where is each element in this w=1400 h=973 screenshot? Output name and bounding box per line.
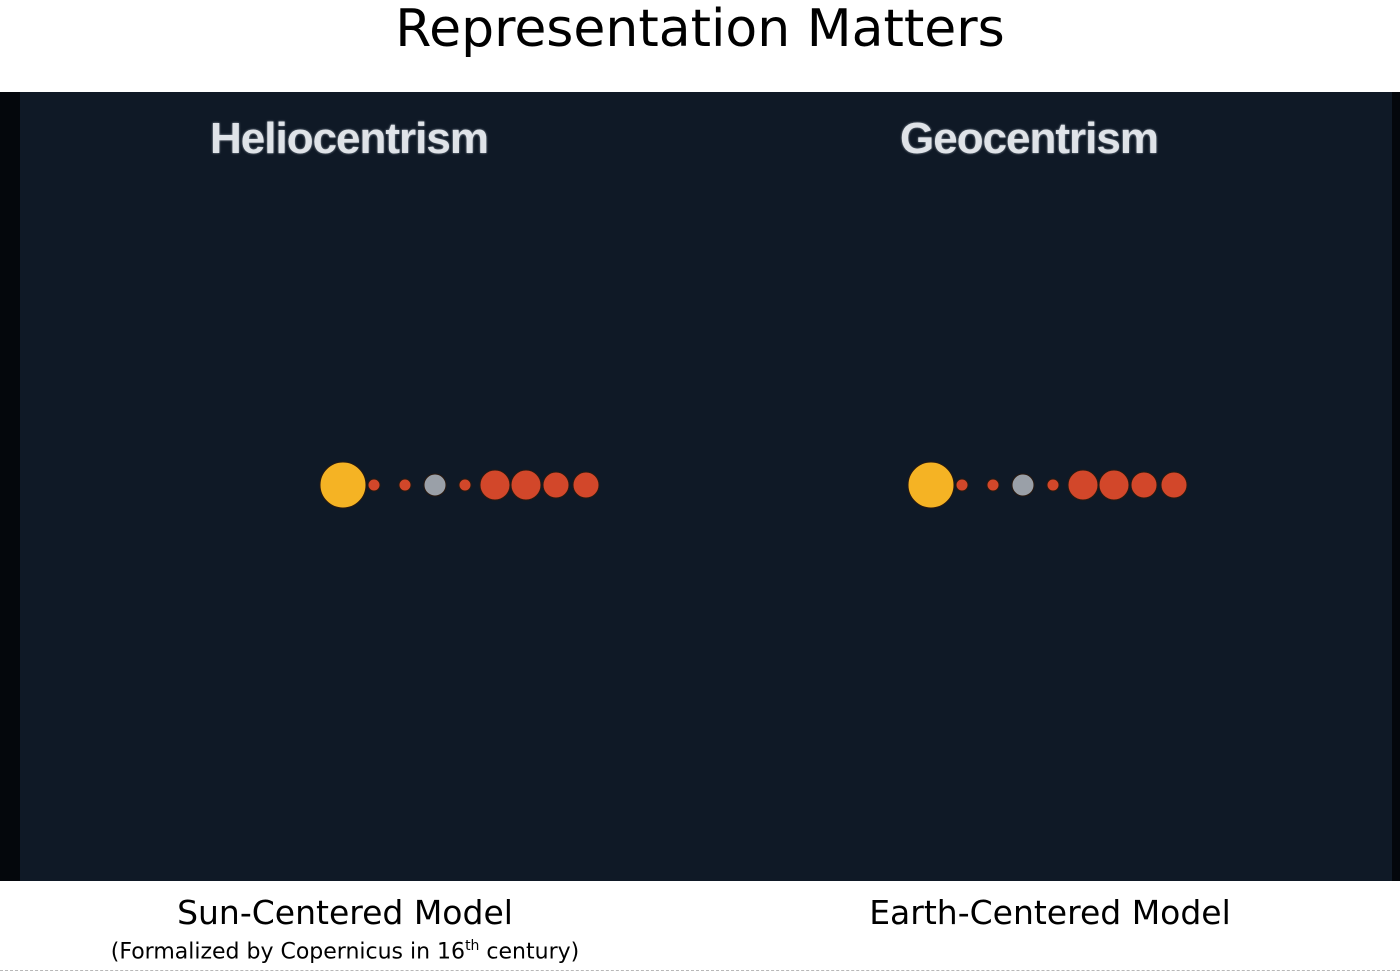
slide-title: Representation Matters — [395, 0, 1005, 59]
sun-centered-caption: Sun-Centered Model — [177, 893, 513, 932]
geo-planet-body-6 — [1098, 469, 1130, 501]
helio-moon-body-3 — [423, 473, 447, 497]
geo-planet-body-8 — [1160, 471, 1188, 499]
helio-planet-body-6 — [510, 469, 542, 501]
copernicus-note: (Formalized by Copernicus in 16th centur… — [60, 938, 630, 964]
helio-planet-body-7 — [542, 471, 570, 499]
geo-planet-body-2 — [986, 478, 1000, 492]
geo-sun-body-0 — [907, 461, 955, 509]
geocentric-bodies — [907, 461, 1188, 509]
bottom-divider — [0, 970, 1400, 972]
copernicus-note-superscript: th — [465, 938, 480, 954]
geocentrism-heading: Geocentrism — [900, 114, 1159, 163]
geo-moon-body-3 — [1011, 473, 1035, 497]
geo-planet-body-5 — [1067, 469, 1099, 501]
animation-panel: Heliocentrism Geocentrism — [0, 92, 1400, 881]
helio-planet-body-8 — [572, 471, 600, 499]
helio-sun-body-0 — [319, 461, 367, 509]
heliocentric-bodies — [319, 461, 600, 509]
heliocentrism-heading: Heliocentrism — [210, 114, 489, 163]
helio-planet-body-2 — [398, 478, 412, 492]
helio-planet-body-1 — [367, 478, 381, 492]
panel-left-edge — [0, 92, 20, 881]
planet-diagram — [319, 461, 1188, 509]
copernicus-note-tail: century) — [479, 939, 580, 965]
helio-planet-body-5 — [479, 469, 511, 501]
geo-planet-body-7 — [1130, 471, 1158, 499]
geo-planet-body-1 — [955, 478, 969, 492]
helio-planet-body-4 — [458, 478, 472, 492]
copernicus-note-text: (Formalized by Copernicus in 16 — [110, 939, 466, 965]
earth-centered-caption: Earth-Centered Model — [869, 893, 1231, 932]
geo-planet-body-4 — [1046, 478, 1060, 492]
panel-right-edge — [1392, 92, 1400, 881]
